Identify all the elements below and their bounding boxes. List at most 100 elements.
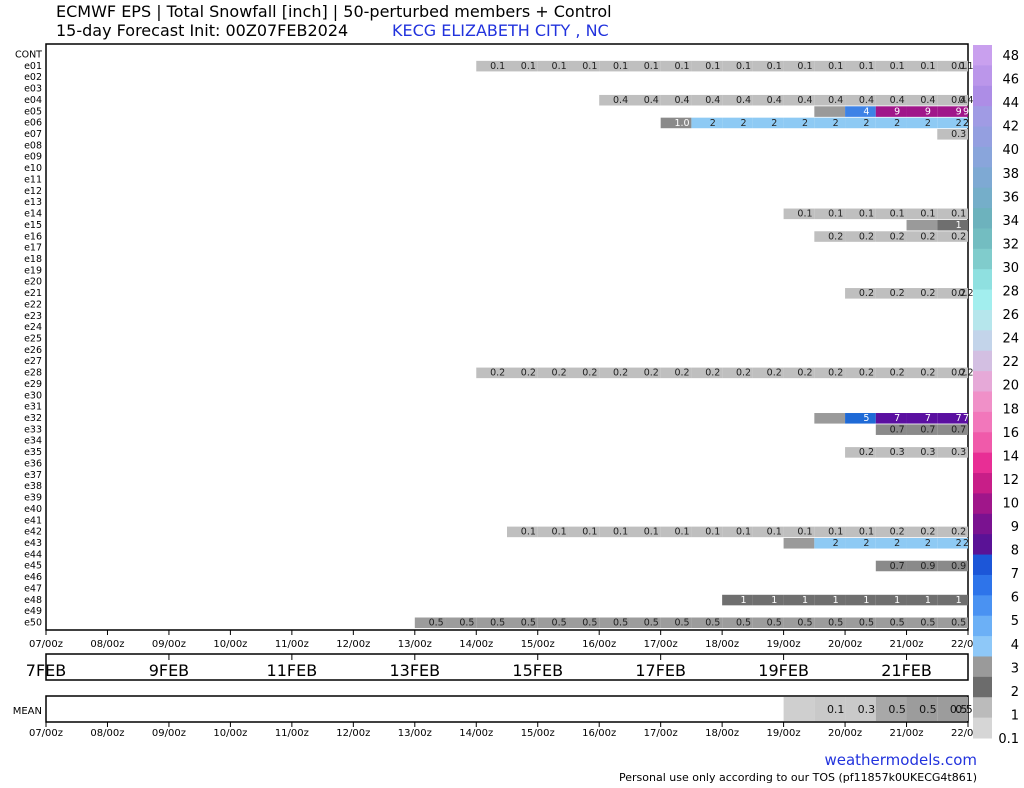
cell-e01-15 [937, 60, 968, 72]
member-label-e47: e47 [24, 583, 42, 594]
cell-label-e06-8: 2 [925, 118, 931, 129]
cell-e50-15 [875, 617, 907, 629]
cell-e06-7 [875, 117, 907, 129]
cell-label-e50-6: 0.5 [613, 618, 628, 629]
tick-label-7: 14/00z [459, 639, 493, 650]
cell-label-e33-0: 0.7 [890, 424, 905, 435]
cell-e05-0 [814, 106, 846, 117]
colorbar-segment-25 [973, 554, 992, 576]
colorbar-label-22: 7 [1011, 567, 1019, 582]
cell-e14-1 [814, 208, 846, 220]
mean-cell-label-2: 0.3 [858, 703, 876, 716]
colorbar-label-6: 36 [1002, 190, 1019, 205]
cell-e14-5 [937, 208, 968, 220]
cell-label-e48-2: 1 [802, 595, 808, 606]
cell-e48-0 [722, 594, 753, 606]
cell-e01-2 [537, 60, 569, 72]
cell-label-e50-8: 0.5 [674, 618, 689, 629]
mean-tick-label-0: 07/00z [29, 728, 63, 739]
cell-label-e14-1: 0.1 [828, 209, 843, 220]
cell-e28-12 [845, 367, 876, 379]
cell-label-e45-0: 0.7 [890, 561, 905, 572]
colorbar-segment-2 [973, 85, 992, 107]
cell-label-e50-5: 0.5 [582, 618, 597, 629]
cell-label-e01-7: 0.1 [705, 61, 720, 72]
cell-e43-5 [937, 537, 968, 549]
cell-label-e32-3: 7 [925, 413, 931, 424]
colorbar-label-18: 12 [1002, 473, 1019, 488]
cell-label-e50-0: 0.5 [429, 618, 444, 629]
cell-e05-3 [906, 106, 938, 117]
colorbar-segment-23 [973, 513, 992, 535]
cell-e45-1 [906, 560, 938, 572]
cell-label-e04-6: 0.4 [797, 95, 812, 106]
cell-e01-14 [906, 60, 938, 72]
colorbar-segment-32 [973, 697, 992, 719]
cell-label-e42-4: 0.1 [644, 527, 659, 538]
colorbar-segment-1 [973, 65, 992, 87]
cell-label-e14-0: 0.1 [797, 209, 812, 220]
tick-label-5: 12/00z [336, 639, 370, 650]
cell-label-e42-11: 0.1 [859, 527, 874, 538]
cell-e21-1 [875, 288, 907, 299]
cell-label-e50-15: 0.5 [890, 618, 905, 629]
tick-label-1: 08/00z [90, 639, 124, 650]
cell-label-e06-0: 1.0 [674, 118, 689, 129]
watermark-link[interactable]: weathermodels.com [824, 751, 977, 769]
cell-e45-2 [937, 560, 968, 572]
mean-tick-label-6: 13/00z [398, 728, 432, 739]
mean-tick-label-2: 09/00z [152, 728, 186, 739]
member-label-e01: e01 [24, 61, 42, 72]
member-label-e41: e41 [24, 515, 42, 526]
cell-label-e48-4: 1 [863, 595, 869, 606]
cell-label-e06-4: 2 [802, 118, 808, 129]
cell-label-e50-16: 0.5 [920, 618, 935, 629]
cell-label-e06-6: 2 [863, 118, 869, 129]
cell-e48-7 [937, 594, 968, 606]
cell-e50-2 [476, 617, 507, 629]
colorbar-segment-27 [973, 595, 992, 617]
cell-label-e21-1: 0.2 [890, 288, 905, 299]
cell-label-e16-4: 0.2 [951, 231, 966, 242]
cell-e50-5 [568, 617, 600, 629]
cell-label-e04-7: 0.4 [828, 95, 843, 106]
cell-e42-11 [845, 526, 876, 538]
cell-e33-1 [906, 424, 938, 435]
cell-label-e01-12: 0.1 [859, 61, 874, 72]
cell-e50-7 [629, 617, 661, 629]
cell-e48-4 [845, 594, 876, 606]
cell-label-e28-15: 0.2 [951, 368, 966, 379]
cell-e01-3 [568, 60, 600, 72]
colorbar-segment-8 [973, 208, 992, 229]
cell-e42-1 [537, 526, 569, 538]
cell-label-e35-1: 0.3 [890, 447, 905, 458]
member-label-e11: e11 [24, 174, 42, 185]
mean-label: MEAN [13, 706, 42, 717]
colorbar-label-5: 38 [1002, 167, 1019, 182]
cell-e05-4 [937, 106, 968, 117]
cell-label-e28-3: 0.2 [582, 368, 597, 379]
colorbar-segment-15 [973, 350, 992, 372]
cell-e42-2 [568, 526, 600, 538]
cell-label-e28-10: 0.2 [797, 368, 812, 379]
cell-e28-2 [537, 367, 569, 379]
member-label-e27: e27 [24, 356, 42, 367]
cell-e42-10 [814, 526, 846, 538]
member-label-e37: e37 [24, 470, 42, 481]
colorbar-segment-22 [973, 493, 992, 515]
cell-label-e05-5: 9 [963, 106, 969, 117]
cell-label-e45-1: 0.9 [920, 561, 935, 572]
member-label-e38: e38 [24, 481, 42, 492]
member-label-e36: e36 [24, 458, 42, 469]
chart-title: ECMWF EPS | Total Snowfall [inch] | 50-p… [56, 2, 612, 21]
cell-label-e01-11: 0.1 [828, 61, 843, 72]
cell-e01-9 [752, 60, 784, 72]
cell-e01-7 [691, 60, 723, 72]
cell-e35-1 [875, 447, 907, 458]
cell-label-e05-1: 4 [863, 106, 869, 117]
cell-e50-13 [814, 617, 846, 629]
mean-tick-label-15: 22/00z [951, 728, 985, 739]
cell-e28-1 [507, 367, 538, 379]
cell-label-e43-5: 2 [956, 538, 962, 549]
cell-e28-14 [906, 367, 938, 379]
